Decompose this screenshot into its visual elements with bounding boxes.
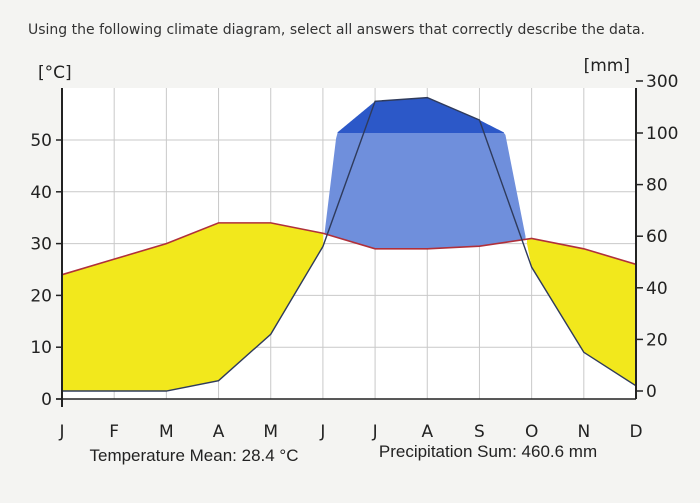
precipitation-line: [62, 96, 637, 392]
lines: [61, 96, 637, 392]
arid-area: [526, 238, 636, 386]
areas: [62, 97, 636, 391]
precipitation-sum-text: Precipitation Sum: 460.6 mm: [379, 442, 597, 461]
left-tick-label: 30: [30, 235, 52, 255]
month-label: A: [421, 422, 433, 442]
left-tick-label: 40: [30, 183, 52, 203]
right-tick-label: 0: [646, 382, 657, 402]
month-label: M: [263, 422, 278, 442]
month-label: J: [58, 422, 64, 442]
right-tick-label: 40: [646, 279, 668, 299]
left-tick-label: 0: [41, 390, 52, 410]
month-label: D: [629, 422, 642, 442]
month-label: J: [319, 422, 325, 442]
right-tick-label: 100: [646, 124, 678, 144]
right-tick-label: 300: [646, 72, 678, 92]
month-label: S: [474, 422, 485, 442]
month-label: N: [577, 422, 590, 442]
left-tick-label: 50: [30, 131, 52, 151]
left-tick-label: 20: [30, 286, 52, 306]
right-tick-label: 60: [646, 227, 668, 247]
right-tick-label: 20: [646, 330, 668, 350]
arid-area: [62, 222, 324, 391]
month-label: O: [525, 422, 538, 442]
month-label: J: [372, 422, 378, 442]
perhumid-area: [337, 97, 504, 133]
temperature-mean-text: Temperature Mean: 28.4 °C: [89, 446, 298, 465]
month-label: M: [159, 422, 174, 442]
temperature-line: [61, 222, 637, 276]
humid-area: [324, 133, 526, 249]
left-tick-label: 10: [30, 338, 52, 358]
precipitation-unit-label: [mm]: [584, 56, 630, 76]
question-text: Using the following climate diagram, sel…: [28, 22, 646, 38]
axes: [56, 80, 643, 407]
month-label: A: [213, 422, 225, 442]
temperature-unit-label: [°C]: [38, 63, 72, 83]
month-label: F: [109, 422, 119, 442]
right-tick-label: 80: [646, 176, 668, 196]
labels: 0 10 20 30 40 50 0 20 40 60 80 100 300 [°C] [mm] J F M A M J…: [30, 56, 678, 465]
